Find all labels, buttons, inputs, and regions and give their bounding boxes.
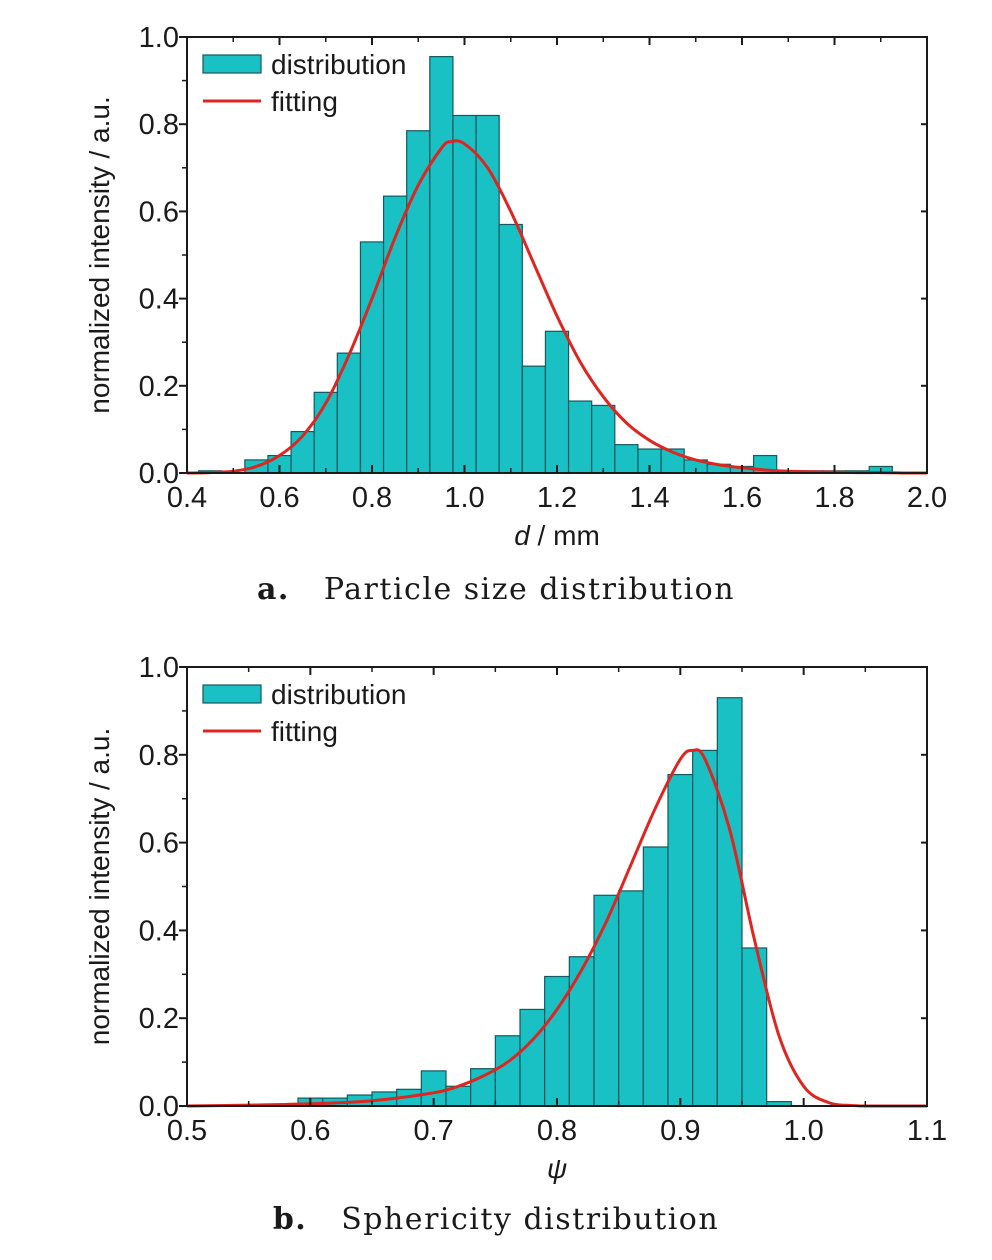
legend-label-distribution: distribution [271, 49, 406, 80]
y-tick-label: 1.0 [139, 652, 179, 684]
x-tick-label: 0.6 [259, 482, 299, 514]
histogram-bar [692, 749, 718, 1107]
x-tick-label: 1.4 [629, 482, 669, 514]
y-tick-label: 0.8 [139, 109, 179, 141]
legend-swatch-distribution [202, 684, 262, 704]
histogram-bar [429, 56, 454, 474]
y-tick-label: 0.6 [139, 196, 179, 228]
x-tick-label: 1.0 [784, 1115, 824, 1147]
x-tick-label: 0.9 [660, 1115, 700, 1147]
histogram-bar [614, 444, 639, 474]
caption-text: Particle size distribution [323, 572, 736, 607]
y-tick-label: 0.2 [139, 371, 179, 403]
x-tick-label: 0.6 [290, 1115, 330, 1147]
legend-label-distribution: distribution [271, 679, 406, 710]
histogram-bar [642, 846, 669, 1107]
chart-sphericity: 0.5 0.6 0.7 0.8 0.9 1.0 1.1 0.0 0.2 0.4 0.6 0.8 1.0 n… [84, 652, 947, 1184]
histogram-bar [521, 365, 547, 474]
x-tick-label: 1.2 [537, 482, 577, 514]
histogram-bar [567, 400, 593, 474]
histogram-bar [544, 330, 570, 474]
x-tick-label: 2.0 [907, 482, 947, 514]
x-tick-label: 1.1 [907, 1115, 947, 1147]
fitting-curve [186, 139, 928, 475]
x-tick-label: 1.8 [814, 482, 854, 514]
y-tick-label: 0.2 [139, 1003, 179, 1035]
x-tick-label: 0.8 [352, 482, 392, 514]
panel-sphericity: 0.5 0.6 0.7 0.8 0.9 1.0 1.1 0.0 0.2 0.4 0.6 0.8 1.0 n… [0, 630, 992, 1260]
x-axis-label-unit: / mm [530, 520, 600, 551]
x-tick-label: 0.4 [167, 482, 207, 514]
x-axis-label: ψ [547, 1153, 567, 1184]
fitting-curve [186, 748, 928, 1108]
y-axis-label: normalized intensity / a.u. [84, 728, 115, 1046]
legend-label-fitting: fitting [271, 716, 338, 747]
y-tick-label: 0.4 [139, 915, 179, 947]
caption-letter: b. [272, 1202, 308, 1237]
caption-a: a. Particle size distribution [0, 572, 992, 607]
y-tick-label: 0.8 [139, 740, 179, 772]
x-axis-label: d / mm [514, 520, 600, 551]
panel-particle-size: 0.4 0.6 0.8 1.0 1.2 1.4 1.6 1.8 2.0 0.0 0.2 0.4 0.6 0… [0, 22, 992, 607]
histogram-bar [470, 1068, 496, 1107]
caption-text: Sphericity distribution [341, 1202, 720, 1237]
histogram-bar [593, 894, 620, 1107]
legend-swatch-distribution [202, 54, 262, 74]
histogram-bar [494, 1035, 521, 1107]
y-tick-label: 0.6 [139, 828, 179, 860]
x-axis-label-symbol: d [514, 520, 531, 551]
legend-label-fitting: fitting [271, 86, 338, 117]
x-tick-label: 0.8 [537, 1115, 577, 1147]
x-tick-label: 0.7 [414, 1115, 454, 1147]
x-tick-label: 1.0 [444, 482, 484, 514]
histogram-bar [591, 404, 616, 474]
y-tick-label: 0.0 [139, 458, 179, 490]
x-tick-label: 1.6 [722, 482, 762, 514]
caption-b: b. Sphericity distribution [0, 1202, 992, 1237]
histogram-bar [519, 1008, 546, 1107]
x-tick-label: 0.5 [167, 1115, 207, 1147]
histogram-bar [618, 890, 644, 1107]
histogram-bar [716, 697, 743, 1107]
histogram-bar [498, 223, 523, 474]
histogram-bar [452, 114, 477, 474]
y-tick-label: 1.0 [139, 22, 179, 54]
x-axis-label-symbol: ψ [547, 1153, 567, 1184]
chart-particle-size: 0.4 0.6 0.8 1.0 1.2 1.4 1.6 1.8 2.0 0.0 0.2 0.4 0.6 0… [84, 22, 947, 551]
y-axis-label: normalized intensity / a.u. [84, 96, 115, 414]
caption-letter: a. [256, 572, 290, 607]
y-tick-label: 0.4 [139, 284, 179, 316]
histogram-bar [568, 956, 595, 1107]
histogram-bar [544, 975, 570, 1107]
histogram-bar [667, 773, 694, 1107]
y-tick-label: 0.0 [139, 1091, 179, 1123]
